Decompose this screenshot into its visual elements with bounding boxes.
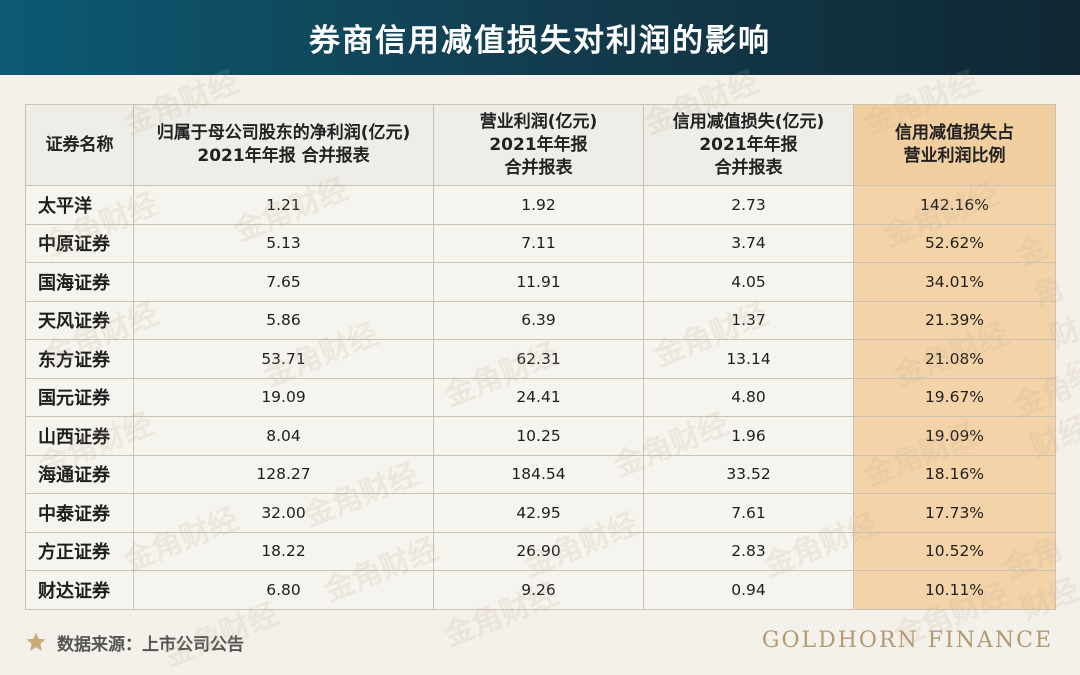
- net-profit-cell: 19.09: [133, 377, 434, 417]
- net-profit-cell: 5.86: [133, 300, 434, 340]
- table-row: 国海证券 7.65 11.91 4.05 34.01%: [25, 262, 1056, 302]
- company-name-cell: 山西证券: [25, 416, 134, 456]
- source-note: 数据来源：上市公司公告: [25, 627, 244, 657]
- company-name-cell: 方正证券: [25, 531, 134, 571]
- table-row: 东方证券 53.71 62.31 13.14 21.08%: [25, 339, 1056, 379]
- header-net-profit: 归属于母公司股东的净利润(亿元) 2021年年报 合并报表: [133, 104, 434, 186]
- net-profit-cell: 18.22: [133, 531, 434, 571]
- header-credit-impairment: 信用减值损失(亿元) 2021年年报 合并报表: [643, 104, 854, 186]
- company-name-cell: 天风证券: [25, 300, 134, 340]
- operating-profit-cell: 42.95: [433, 493, 644, 533]
- table-row: 国元证券 19.09 24.41 4.80 19.67%: [25, 377, 1056, 417]
- net-profit-cell: 32.00: [133, 493, 434, 533]
- credit-impairment-cell: 0.94: [643, 570, 854, 610]
- operating-profit-cell: 9.26: [433, 570, 644, 610]
- credit-impairment-cell: 2.73: [643, 185, 854, 225]
- header-impairment-ratio: 信用减值损失占 营业利润比例: [853, 104, 1056, 186]
- credit-impairment-cell: 33.52: [643, 454, 854, 494]
- company-name-cell: 中原证券: [25, 223, 134, 263]
- net-profit-cell: 6.80: [133, 570, 434, 610]
- table-row: 方正证券 18.22 26.90 2.83 10.52%: [25, 531, 1056, 571]
- operating-profit-cell: 24.41: [433, 377, 644, 417]
- impairment-ratio-cell: 19.67%: [853, 377, 1056, 417]
- credit-impairment-cell: 4.80: [643, 377, 854, 417]
- operating-profit-cell: 1.92: [433, 185, 644, 225]
- header-name: 证券名称: [25, 104, 134, 186]
- table-row: 中泰证券 32.00 42.95 7.61 17.73%: [25, 493, 1056, 533]
- impairment-ratio-cell: 21.08%: [853, 339, 1056, 379]
- net-profit-cell: 8.04: [133, 416, 434, 456]
- net-profit-cell: 1.21: [133, 185, 434, 225]
- credit-impairment-cell: 13.14: [643, 339, 854, 379]
- impairment-ratio-cell: 17.73%: [853, 493, 1056, 533]
- table-row: 财达证券 6.80 9.26 0.94 10.11%: [25, 570, 1056, 610]
- operating-profit-cell: 26.90: [433, 531, 644, 571]
- table-row: 中原证券 5.13 7.11 3.74 52.62%: [25, 223, 1056, 263]
- impairment-ratio-cell: 10.52%: [853, 531, 1056, 571]
- impairment-ratio-cell: 21.39%: [853, 300, 1056, 340]
- operating-profit-cell: 184.54: [433, 454, 644, 494]
- operating-profit-cell: 10.25: [433, 416, 644, 456]
- net-profit-cell: 53.71: [133, 339, 434, 379]
- table-body: 太平洋 1.21 1.92 2.73 142.16% 中原证券 5.13 7.11 3.74 52…: [25, 185, 1056, 610]
- data-table: 证券名称 归属于母公司股东的净利润(亿元) 2021年年报 合并报表 营业利润(…: [25, 104, 1056, 610]
- net-profit-cell: 5.13: [133, 223, 434, 263]
- table-row: 天风证券 5.86 6.39 1.37 21.39%: [25, 300, 1056, 340]
- operating-profit-cell: 11.91: [433, 262, 644, 302]
- company-name-cell: 国元证券: [25, 377, 134, 417]
- table-row: 太平洋 1.21 1.92 2.73 142.16%: [25, 185, 1056, 225]
- net-profit-cell: 128.27: [133, 454, 434, 494]
- impairment-ratio-cell: 10.11%: [853, 570, 1056, 610]
- credit-impairment-cell: 1.96: [643, 416, 854, 456]
- company-name-cell: 财达证券: [25, 570, 134, 610]
- credit-impairment-cell: 1.37: [643, 300, 854, 340]
- star-icon: [26, 632, 46, 651]
- brand-name: GOLDHORN FINANCE: [761, 628, 1053, 653]
- operating-profit-cell: 7.11: [433, 223, 644, 263]
- impairment-ratio-cell: 52.62%: [853, 223, 1056, 263]
- impairment-ratio-cell: 19.09%: [853, 416, 1056, 456]
- source-text: 数据来源：上市公司公告: [57, 634, 244, 655]
- impairment-ratio-cell: 142.16%: [853, 185, 1056, 225]
- credit-impairment-cell: 3.74: [643, 223, 854, 263]
- page-title: 券商信用减值损失对利润的影响: [309, 23, 771, 59]
- impairment-ratio-cell: 18.16%: [853, 454, 1056, 494]
- table-row: 山西证券 8.04 10.25 1.96 19.09%: [25, 416, 1056, 456]
- table-header-row: 证券名称 归属于母公司股东的净利润(亿元) 2021年年报 合并报表 营业利润(…: [25, 104, 1056, 186]
- net-profit-cell: 7.65: [133, 262, 434, 302]
- credit-impairment-cell: 2.83: [643, 531, 854, 571]
- table-row: 海通证券 128.27 184.54 33.52 18.16%: [25, 454, 1056, 494]
- operating-profit-cell: 6.39: [433, 300, 644, 340]
- header-operating-profit: 营业利润(亿元) 2021年年报 合并报表: [433, 104, 644, 186]
- title-banner: 券商信用减值损失对利润的影响: [0, 0, 1080, 75]
- company-name-cell: 海通证券: [25, 454, 134, 494]
- credit-impairment-cell: 4.05: [643, 262, 854, 302]
- company-name-cell: 太平洋: [25, 185, 134, 225]
- company-name-cell: 东方证券: [25, 339, 134, 379]
- company-name-cell: 国海证券: [25, 262, 134, 302]
- company-name-cell: 中泰证券: [25, 493, 134, 533]
- credit-impairment-cell: 7.61: [643, 493, 854, 533]
- impairment-ratio-cell: 34.01%: [853, 262, 1056, 302]
- operating-profit-cell: 62.31: [433, 339, 644, 379]
